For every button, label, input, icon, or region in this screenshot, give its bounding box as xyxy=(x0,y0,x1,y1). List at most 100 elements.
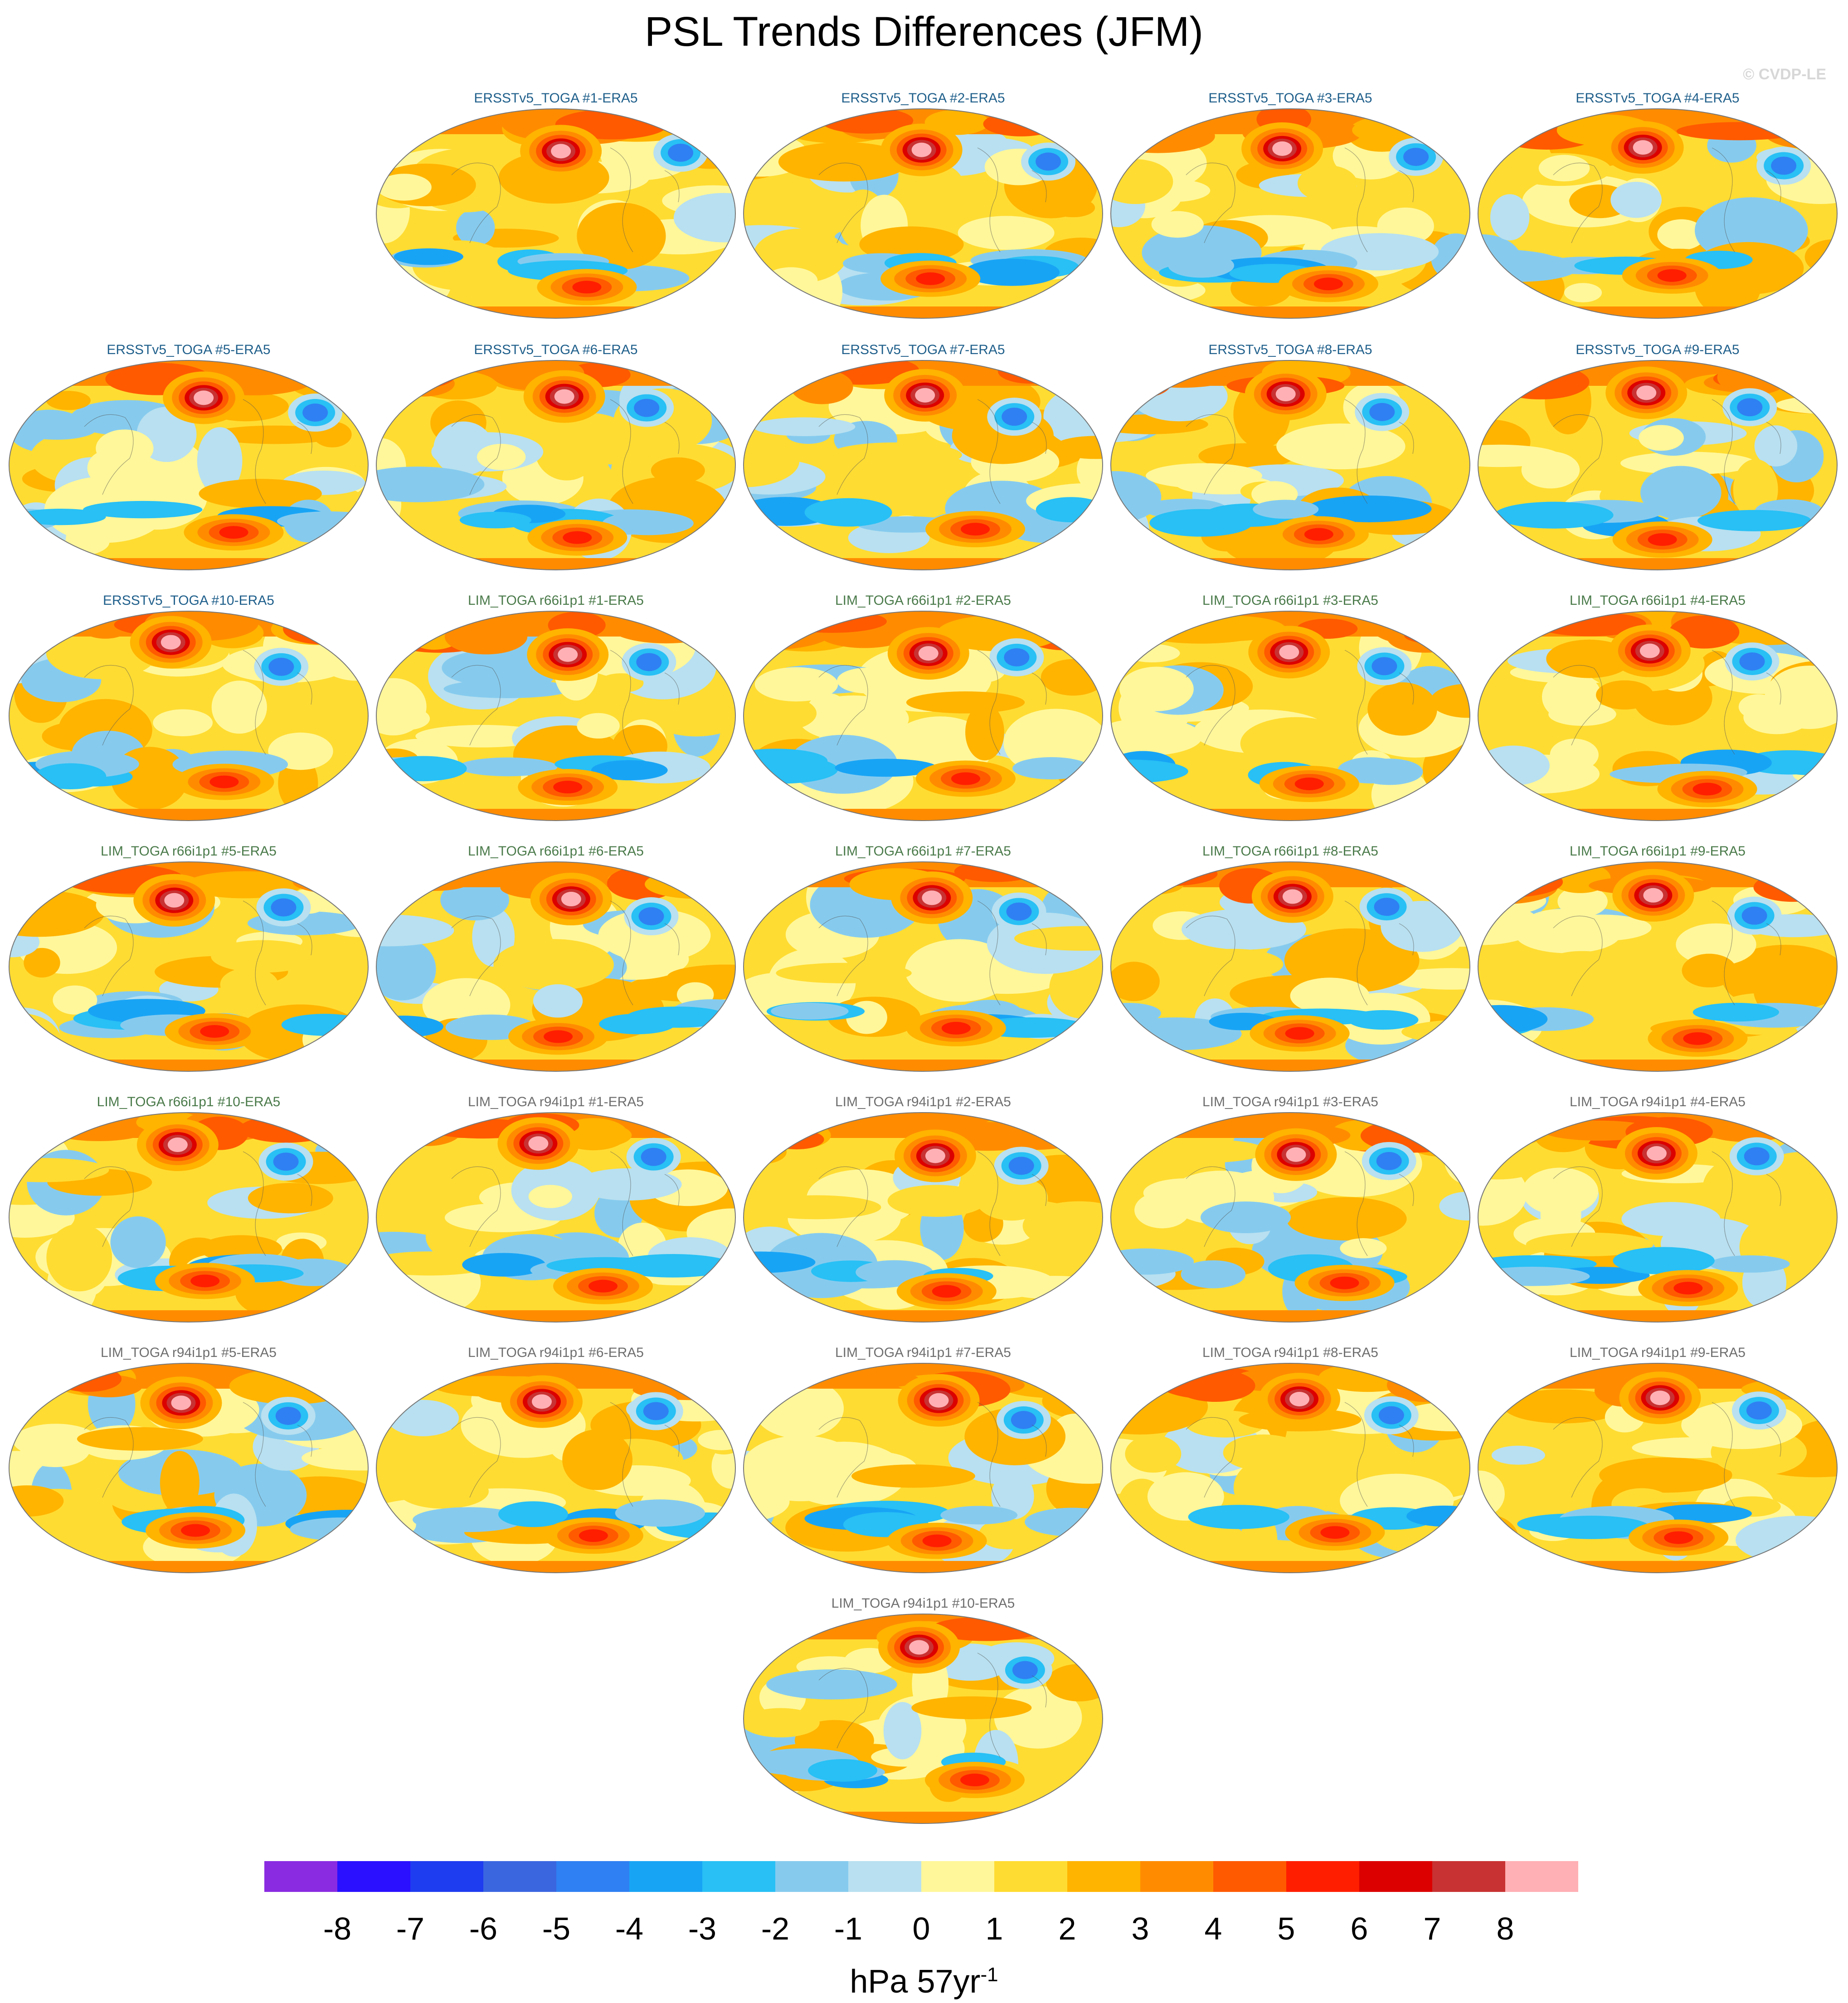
coastlines xyxy=(818,1402,1047,1507)
map-border xyxy=(9,861,369,1072)
colorbar-swatch xyxy=(629,1861,702,1892)
panel-label: LIM_TOGA r94i1p1 #9-ERA5 xyxy=(1570,1345,1746,1360)
map-border xyxy=(1110,108,1470,319)
colorbar-swatch xyxy=(556,1861,629,1892)
map-border xyxy=(743,861,1103,1072)
panel-label: ERSSTv5_TOGA #4-ERA5 xyxy=(1576,91,1740,106)
panel-label: LIM_TOGA r94i1p1 #10-ERA5 xyxy=(831,1596,1015,1611)
panel-label: LIM_TOGA r66i1p1 #5-ERA5 xyxy=(101,844,277,859)
map-border xyxy=(743,611,1103,821)
map-panel: LIM_TOGA r66i1p1 #9-ERA5 xyxy=(1476,844,1839,1095)
colorbar-tick-label: -4 xyxy=(615,1911,643,1946)
colorbar-tick-label: -7 xyxy=(396,1911,424,1946)
map-border xyxy=(1110,1112,1470,1322)
robinson-map xyxy=(1478,1112,1838,1322)
robinson-map xyxy=(1478,1363,1838,1573)
colorbar-swatch xyxy=(775,1861,848,1892)
map-border xyxy=(743,1112,1103,1322)
coastlines xyxy=(1553,900,1781,1006)
map-panel: ERSSTv5_TOGA #3-ERA5 xyxy=(1109,91,1472,342)
robinson-map xyxy=(376,1112,736,1322)
coastlines xyxy=(818,650,1047,755)
map-panel: LIM_TOGA r66i1p1 #7-ERA5 xyxy=(742,844,1104,1095)
colorbar-swatch xyxy=(848,1861,921,1892)
map-panel: LIM_TOGA r66i1p1 #1-ERA5 xyxy=(374,593,737,845)
coastlines xyxy=(1186,900,1414,1006)
map-border xyxy=(1478,1112,1838,1322)
map-border xyxy=(1478,360,1838,570)
colorbar-tick-label: -8 xyxy=(323,1911,351,1946)
map-field xyxy=(744,109,1103,318)
panel-label: LIM_TOGA r66i1p1 #10-ERA5 xyxy=(97,1094,281,1109)
panel-label: LIM_TOGA r94i1p1 #1-ERA5 xyxy=(468,1094,644,1109)
panel-label: ERSSTv5_TOGA #9-ERA5 xyxy=(1576,342,1740,357)
robinson-map xyxy=(1478,611,1838,821)
colorbar-swatch xyxy=(264,1861,337,1892)
coastlines xyxy=(1553,650,1781,755)
map-panel: LIM_TOGA r66i1p1 #6-ERA5 xyxy=(374,844,737,1095)
colorbar-units: hPa 57yr-1 xyxy=(0,1963,1848,2000)
panel-label: LIM_TOGA r94i1p1 #2-ERA5 xyxy=(835,1094,1011,1109)
map-field xyxy=(744,1113,1103,1322)
map-panel: LIM_TOGA r94i1p1 #4-ERA5 xyxy=(1476,1094,1839,1346)
map-border xyxy=(1110,861,1470,1072)
map-panel: LIM_TOGA r94i1p1 #2-ERA5 xyxy=(742,1094,1104,1346)
colorbar-tick-label: 4 xyxy=(1205,1911,1222,1946)
robinson-map xyxy=(1110,360,1470,570)
map-border xyxy=(376,108,736,319)
map-panel: LIM_TOGA r66i1p1 #4-ERA5 xyxy=(1476,593,1839,845)
panel-label: ERSSTv5_TOGA #5-ERA5 xyxy=(107,342,271,357)
robinson-map xyxy=(1478,861,1838,1072)
coastlines xyxy=(451,900,680,1006)
panel-label: ERSSTv5_TOGA #6-ERA5 xyxy=(474,342,638,357)
colorbar-tick-label: -2 xyxy=(761,1911,789,1946)
map-field xyxy=(376,1363,735,1573)
robinson-map xyxy=(743,861,1103,1072)
robinson-map xyxy=(376,1363,736,1573)
coastlines xyxy=(451,1402,680,1507)
map-panel: LIM_TOGA r66i1p1 #3-ERA5 xyxy=(1109,593,1472,845)
coastlines xyxy=(818,900,1047,1006)
coastlines xyxy=(451,650,680,755)
coastlines xyxy=(1553,399,1781,504)
panel-label: ERSSTv5_TOGA #3-ERA5 xyxy=(1208,91,1372,106)
map-border xyxy=(1478,108,1838,319)
map-border xyxy=(376,1112,736,1322)
robinson-map xyxy=(1110,861,1470,1072)
colorbar-tick-label: 6 xyxy=(1351,1911,1368,1946)
colorbar-swatch xyxy=(1213,1861,1286,1892)
map-field xyxy=(1478,1113,1837,1322)
panel-label: LIM_TOGA r66i1p1 #2-ERA5 xyxy=(835,593,1011,608)
map-field xyxy=(376,360,735,570)
map-panel: ERSSTv5_TOGA #5-ERA5 xyxy=(7,342,370,594)
coastlines xyxy=(451,399,680,504)
colorbar-swatch xyxy=(1140,1861,1213,1892)
map-panel: LIM_TOGA r66i1p1 #5-ERA5 xyxy=(7,844,370,1095)
map-border xyxy=(1478,1363,1838,1573)
map-panel: LIM_TOGA r66i1p1 #2-ERA5 xyxy=(742,593,1104,845)
robinson-map xyxy=(1478,360,1838,570)
map-panel: ERSSTv5_TOGA #6-ERA5 xyxy=(374,342,737,594)
colorbar-tick-label: 2 xyxy=(1059,1911,1076,1946)
robinson-map xyxy=(1110,1112,1470,1322)
coastlines xyxy=(84,1402,312,1507)
panel-label: ERSSTv5_TOGA #7-ERA5 xyxy=(841,342,1005,357)
map-panel: LIM_TOGA r94i1p1 #8-ERA5 xyxy=(1109,1345,1472,1597)
robinson-map xyxy=(9,1112,369,1322)
coastlines xyxy=(818,399,1047,504)
credit-watermark: © CVDP-LE xyxy=(1743,66,1826,83)
coastlines xyxy=(84,650,312,755)
coastlines xyxy=(1553,1402,1781,1507)
units-exponent: -1 xyxy=(980,1964,998,1986)
map-panel: LIM_TOGA r94i1p1 #9-ERA5 xyxy=(1476,1345,1839,1597)
coastlines xyxy=(1553,147,1781,253)
panel-label: LIM_TOGA r94i1p1 #4-ERA5 xyxy=(1570,1094,1746,1109)
map-field xyxy=(376,1113,735,1322)
robinson-map xyxy=(743,108,1103,319)
coastlines xyxy=(818,1653,1047,1758)
panel-label: LIM_TOGA r66i1p1 #9-ERA5 xyxy=(1570,844,1746,859)
map-panel: ERSSTv5_TOGA #9-ERA5 xyxy=(1476,342,1839,594)
map-border xyxy=(9,611,369,821)
robinson-map xyxy=(1110,611,1470,821)
map-border xyxy=(1110,360,1470,570)
